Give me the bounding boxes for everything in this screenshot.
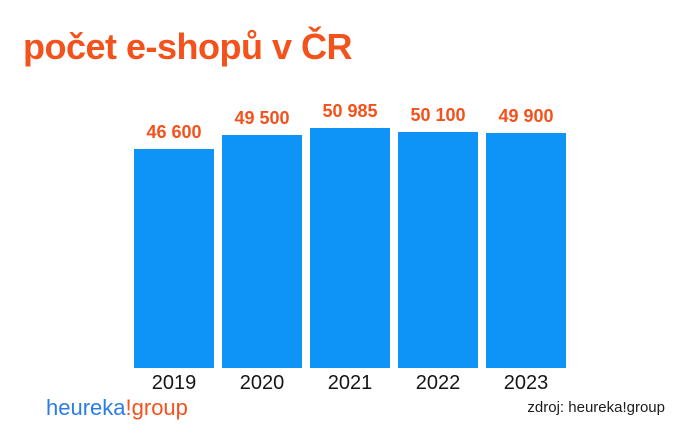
bar: [134, 149, 214, 368]
bar-chart: 46 600 2019 49 500 2020 50 985 2021 50 100 2022…: [134, 95, 566, 394]
x-axis-label: 2020: [239, 372, 285, 394]
x-axis-label: 2021: [327, 372, 373, 394]
x-axis-label: 2023: [503, 372, 549, 394]
bar: [486, 133, 566, 368]
bar-value-label: 46 600: [146, 122, 202, 142]
bar-value-label: 49 500: [234, 108, 290, 128]
bar-group: 46 600 2019: [134, 95, 214, 394]
logo-text-heureka: heureka: [46, 395, 126, 420]
bar-group: 50 985 2021: [310, 95, 390, 394]
bar-group: 49 500 2020: [222, 95, 302, 394]
heureka-group-logo: heureka!group: [46, 395, 188, 421]
bar-value-label: 49 900: [498, 106, 554, 126]
bar: [398, 132, 478, 368]
bar-value-label: 50 100: [410, 105, 466, 125]
x-axis-label: 2019: [151, 372, 197, 394]
bar: [222, 135, 302, 368]
bar: [310, 128, 390, 368]
bar-group: 50 100 2022: [398, 95, 478, 394]
logo-text-group: !group: [125, 395, 188, 420]
chart-title: počet e-shopů v ČR: [23, 26, 353, 67]
bar-group: 49 900 2023: [486, 95, 566, 394]
bar-value-label: 50 985: [322, 101, 378, 121]
source-note: zdroj: heureka!group: [527, 399, 665, 416]
x-axis-label: 2022: [415, 372, 461, 394]
